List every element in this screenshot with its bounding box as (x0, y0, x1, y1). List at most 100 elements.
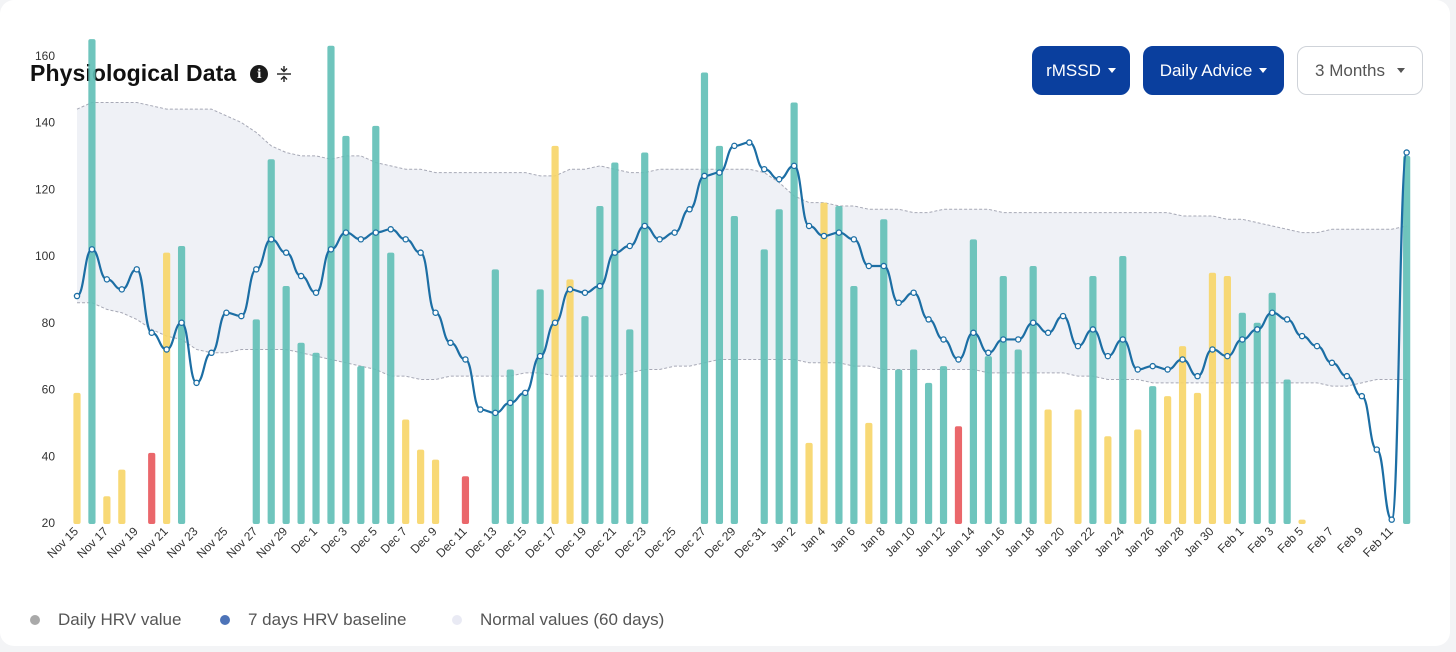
hrv-bar (73, 392, 81, 524)
x-tick-label: Dec 23 (612, 524, 649, 561)
baseline-point (447, 339, 454, 347)
hrv-bar (730, 215, 738, 524)
y-tick-label: 60 (42, 383, 56, 397)
baseline-point (746, 139, 753, 146)
hrv-bar (1178, 346, 1187, 524)
hrv-bar (267, 159, 275, 524)
hrv-bar (1193, 392, 1202, 524)
baseline-point (208, 349, 215, 357)
baseline-point (477, 406, 484, 413)
baseline-point (1014, 336, 1022, 343)
baseline-point (835, 229, 843, 236)
baseline-point (118, 286, 126, 293)
baseline-point (103, 276, 111, 283)
baseline-point (1358, 392, 1366, 400)
y-tick-label: 40 (42, 449, 56, 463)
x-tick-label: Jan 18 (1002, 524, 1038, 560)
baseline-point (1313, 342, 1321, 350)
hrv-bar (372, 125, 380, 525)
x-tick-label: Nov 23 (164, 524, 201, 561)
x-tick-label: Dec 25 (642, 524, 679, 561)
x-tick-label: Jan 22 (1062, 524, 1098, 560)
baseline-point (178, 319, 185, 326)
baseline-point (88, 246, 96, 253)
range-dropdown-button[interactable]: 3 Months (1297, 46, 1423, 95)
legend-baseline[interactable]: 7 days HRV baseline (220, 610, 406, 630)
caret-down-icon (1396, 68, 1405, 73)
x-tick-label: Dec 13 (463, 524, 500, 561)
x-tick-label: Dec 27 (672, 524, 709, 561)
x-tick-label: Nov 17 (74, 524, 111, 561)
hrv-bar (775, 209, 783, 524)
hrv-bar (1044, 409, 1052, 524)
x-tick-label: Jan 28 (1151, 524, 1187, 560)
baseline-point (566, 286, 574, 293)
baseline-point (1149, 362, 1156, 370)
legend-daily-hrv[interactable]: Daily HRV value (30, 610, 181, 630)
metric-dropdown-button[interactable]: rMSSD (1032, 46, 1130, 95)
hrv-bar (417, 449, 425, 524)
baseline-point (716, 169, 723, 176)
baseline-point (1254, 326, 1261, 333)
x-tick-label: Jan 26 (1121, 524, 1157, 560)
x-tick-label: Jan 4 (797, 524, 828, 555)
x-tick-label: Dec 31 (732, 524, 769, 561)
hrv-bar (163, 252, 171, 524)
hrv-bar (1074, 409, 1082, 524)
x-tick-label: Dec 11 (433, 524, 469, 560)
compress-vertical-icon[interactable] (276, 65, 292, 83)
hrv-bar (954, 426, 963, 524)
x-tick-label: Dec 5 (348, 524, 380, 556)
baseline-point (865, 262, 873, 270)
page-title: Physiological Data (30, 60, 237, 86)
x-tick-label: Dec 15 (493, 524, 530, 561)
hrv-bar (297, 342, 305, 524)
legend-normal-range[interactable]: Normal values (60 days) (452, 610, 664, 630)
baseline-point (193, 379, 200, 387)
baseline-point (790, 162, 798, 170)
baseline-point (1209, 346, 1216, 353)
baseline-point (507, 399, 514, 407)
baseline-point (402, 236, 409, 243)
hrv-bar (835, 205, 843, 524)
normal-range-band (77, 102, 1407, 387)
baseline-point (1074, 342, 1082, 350)
hrv-bar (327, 45, 335, 525)
baseline-point (432, 309, 439, 316)
baseline-point (701, 172, 708, 180)
hrv-bar (910, 349, 918, 524)
hrv-bar (924, 382, 933, 524)
hrv-bar (282, 286, 290, 524)
baseline-point (417, 249, 424, 256)
y-tick-label: 120 (35, 182, 55, 196)
hrv-bar (1089, 276, 1097, 524)
baseline-point (940, 336, 947, 343)
info-icon[interactable]: i (250, 64, 269, 83)
baseline-point (282, 249, 290, 256)
baseline-point (731, 142, 738, 150)
x-tick-label: Jan 30 (1181, 524, 1217, 560)
x-tick-label: Dec 7 (378, 524, 410, 556)
hrv-bar (596, 205, 604, 524)
baseline-point (1239, 336, 1246, 343)
baseline-point (581, 289, 589, 296)
baseline-point (133, 266, 141, 273)
baseline-point (267, 236, 275, 243)
hrv-bar (611, 162, 619, 525)
advice-dropdown-button[interactable]: Daily Advice (1143, 46, 1284, 95)
card-header: Physiological Data i (30, 60, 292, 87)
x-tick-label: Feb 11 (1360, 524, 1396, 560)
hrv-bar (1238, 312, 1246, 524)
x-tick-label: Dec 21 (582, 524, 619, 561)
baseline-point (357, 236, 365, 243)
baseline-point (805, 222, 813, 230)
hrv-bar (118, 469, 126, 524)
hrv-bar (566, 279, 574, 524)
baseline-point (462, 356, 469, 363)
hrv-bar (999, 276, 1007, 524)
hrv-bar (491, 269, 499, 524)
x-tick-label: Jan 12 (912, 524, 948, 560)
baseline-point (1029, 319, 1037, 326)
hrv-bar (402, 419, 410, 524)
